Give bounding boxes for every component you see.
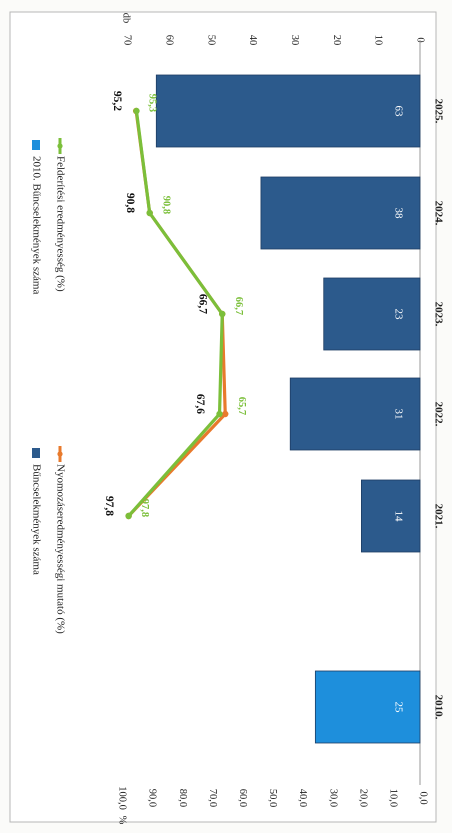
legend-swatch [32,140,40,150]
right-axis-label: % [117,816,128,825]
right-axis-tick-label: 20,0 [357,789,368,807]
right-axis-tick-label: 70,0 [207,789,218,807]
category-tick-label: 2023. [432,302,444,327]
category-tick-label: 2010. [432,695,444,720]
bar [323,277,421,351]
line-data-label: 90,8 [124,193,136,213]
series-point [219,310,226,318]
right-axis-tick-label: 90,0 [147,789,158,807]
bar [289,377,421,451]
bar [360,479,421,553]
line-data-label: 97,8 [103,496,115,516]
series-point [216,410,223,418]
right-axis-tick-label: 30,0 [327,789,338,807]
category-tick-label: 2022. [432,402,444,427]
category-tick-label: 2021. [432,504,444,529]
legend-label: 2010. Bűncselekmények száma [30,156,42,294]
legend-label: Bűncselekmények száma [30,464,42,575]
right-axis-tick-label: 40,0 [297,789,308,807]
series-point [133,107,140,115]
left-axis-tick-label: 50 [205,35,216,46]
line-data-label: 95,3 [147,94,158,112]
bar-data-label: 23 [392,309,404,321]
line-data-label: 90,8 [160,196,171,214]
line-data-label: 66,7 [197,294,209,314]
right-axis-tick-label: 100,0 [117,786,128,810]
category-tick-label: 2024. [432,201,444,226]
bar [260,176,421,250]
legend-label: Nyomozáseredményességi mutató (%) [54,464,66,634]
legend-swatch [32,448,40,458]
bar-data-label: 31 [392,409,404,420]
category-tick-label: 2025. [432,99,444,124]
line-data-label: 65,7 [236,397,247,415]
right-axis-tick-label: 50,0 [267,789,278,807]
bar-data-label: 63 [392,106,404,118]
bar-data-label: 14 [392,511,404,523]
line-data-label: 95,2 [111,91,123,111]
left-axis-label: db [121,13,132,24]
left-axis-tick-label: 20 [331,35,342,46]
right-axis-tick-label: 60,0 [237,789,248,807]
legend-label: Felderítési eredményesség (%) [54,156,66,292]
right-axis-tick-label: 80,0 [177,789,188,807]
line-data-label: 67,6 [194,394,206,414]
left-axis-tick-label: 10 [373,35,384,46]
left-axis-tick-label: 70 [122,35,133,46]
left-axis-tick-label: 60 [163,35,174,46]
left-axis-tick-label: 30 [289,35,300,46]
bar-data-label: 25 [392,702,404,714]
legend-swatch-marker [57,451,63,457]
line-data-label: 66,7 [233,297,244,315]
legend-swatch-marker [57,143,63,149]
right-axis-tick-label: 10,0 [387,789,398,807]
series-point [146,209,153,217]
right-axis-tick-label: 0,0 [418,791,429,804]
left-axis-tick-label: 40 [247,35,258,46]
bar [155,74,421,148]
series-point [222,410,229,418]
series-point [125,512,132,520]
line-data-label: 97,8 [139,499,150,517]
bar [314,670,421,744]
bar-data-label: 38 [392,208,404,220]
